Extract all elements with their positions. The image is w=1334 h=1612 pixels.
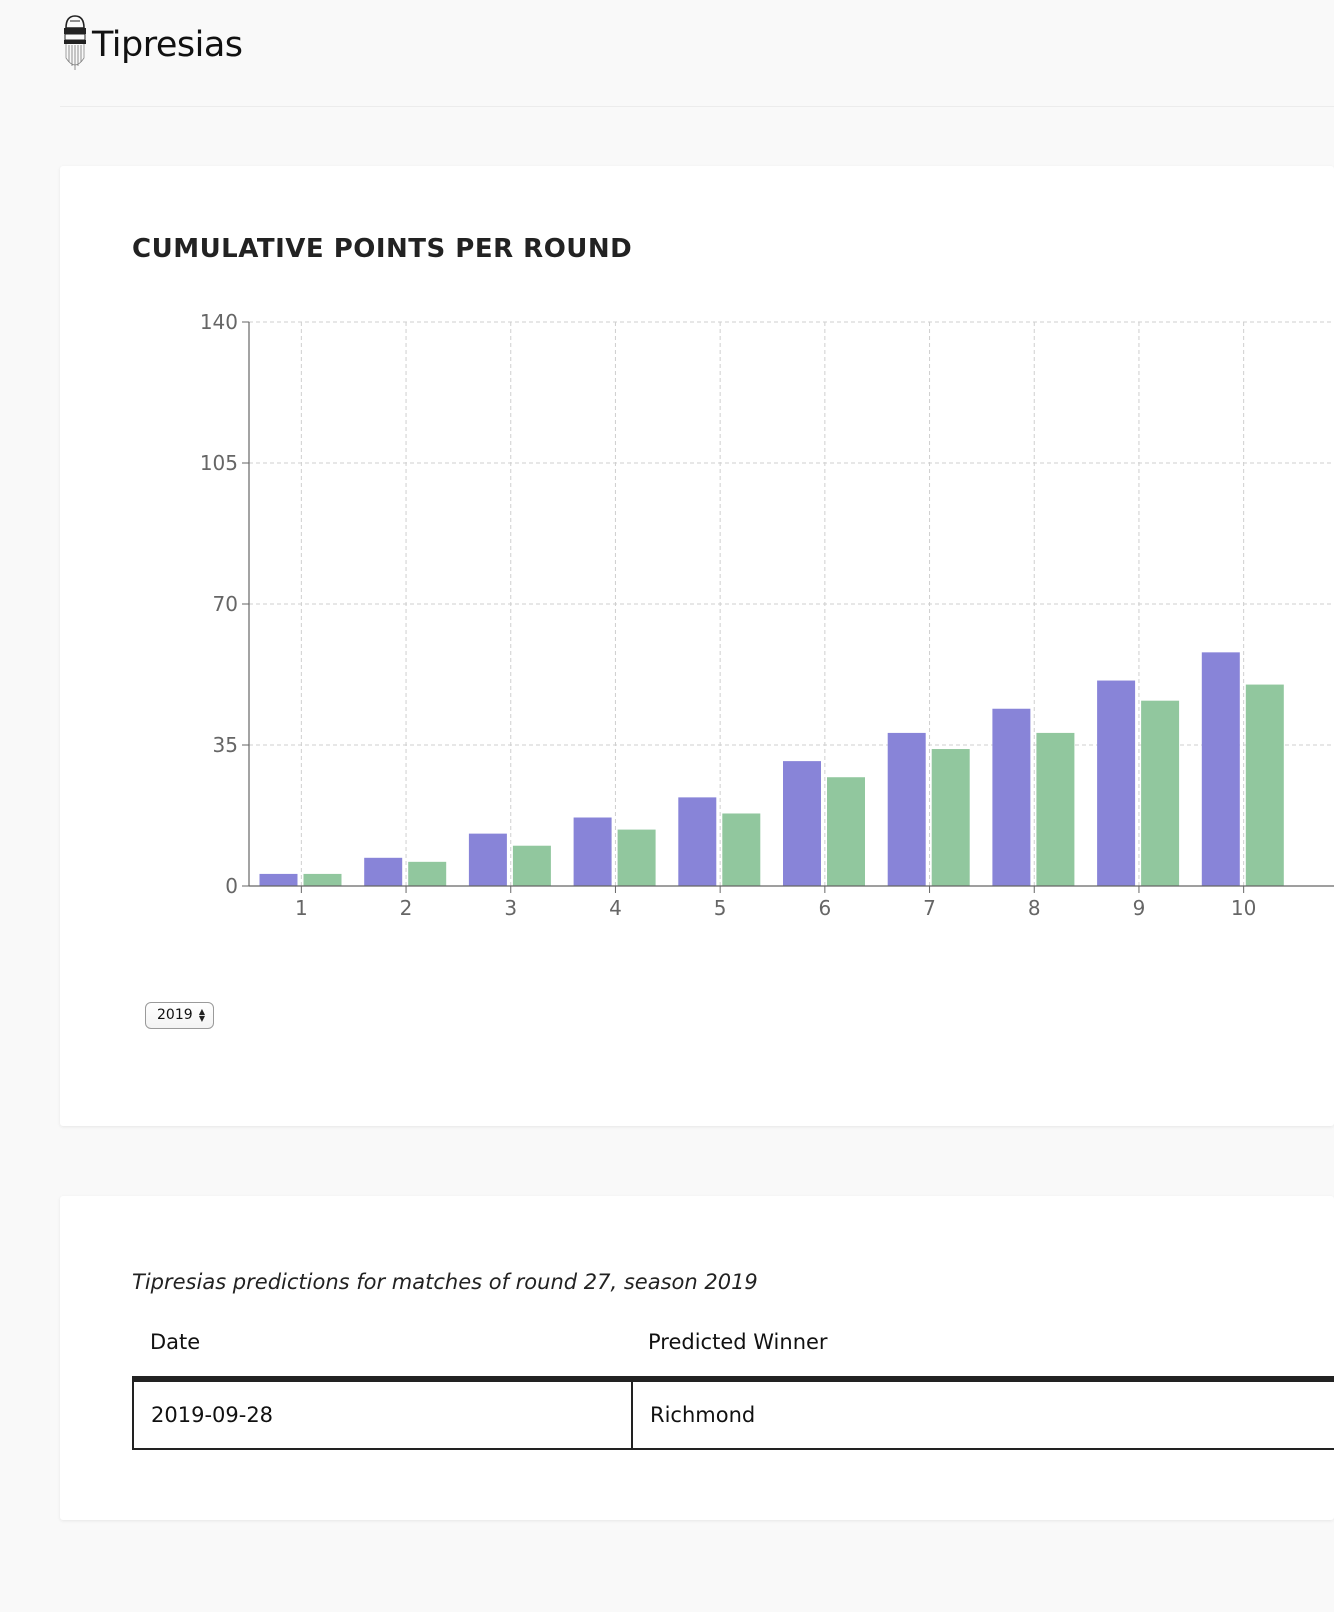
app-header: Tipresias — [60, 0, 1334, 107]
y-tick-label: 35 — [213, 733, 238, 757]
x-tick-label: 7 — [923, 896, 936, 920]
predictions-card: Tipresias predictions for matches of rou… — [60, 1196, 1334, 1520]
column-header-date: Date — [150, 1330, 201, 1354]
chart-card: CUMULATIVE POINTS PER ROUND 0 35 70 105 140 1… — [60, 166, 1334, 1126]
x-tick-label: 8 — [1028, 896, 1041, 920]
x-tick-label: 9 — [1133, 896, 1146, 920]
predictions-caption: Tipresias predictions for matches of rou… — [132, 1270, 758, 1294]
x-tick-label: 2 — [400, 896, 413, 920]
bar-series-1 — [1097, 680, 1136, 886]
predictions-table: 2019-09-28 Richmond — [132, 1376, 1334, 1450]
cell-predicted-winner: Richmond — [650, 1403, 756, 1427]
cumulative-points-chart: 0 35 70 105 140 1 2 3 4 5 6 7 8 9 10 — [200, 310, 1334, 920]
y-tick-label: 70 — [213, 592, 238, 616]
bar-series-2 — [408, 861, 447, 886]
x-tick-label: 6 — [818, 896, 831, 920]
x-tick-label: 1 — [295, 896, 308, 920]
bar-series-1 — [992, 708, 1031, 886]
bar-series-1 — [783, 761, 821, 886]
season-select-value: 2019 — [157, 1007, 193, 1023]
x-tick-label: 10 — [1231, 896, 1256, 920]
bar-series-2 — [931, 749, 970, 886]
bar-series-2 — [1141, 700, 1180, 886]
bar-series-2 — [303, 873, 342, 886]
chart-title: CUMULATIVE POINTS PER ROUND — [132, 234, 633, 264]
cell-divider — [631, 1382, 633, 1448]
updown-arrows-icon: ▲ ▼ — [198, 1007, 205, 1023]
app-title[interactable]: Tipresias — [92, 25, 243, 65]
bar-series-2 — [1245, 684, 1284, 886]
column-header-predicted-winner: Predicted Winner — [648, 1330, 828, 1354]
bar-series-1 — [259, 873, 298, 886]
x-tick-label: 5 — [714, 896, 727, 920]
y-tick-label: 140 — [200, 310, 238, 334]
bar-series-2 — [617, 829, 656, 886]
y-tick-label: 105 — [200, 451, 238, 475]
bar-series-1 — [678, 797, 717, 886]
season-select[interactable]: 2019 ▲ ▼ — [145, 1002, 214, 1029]
cell-date: 2019-09-28 — [151, 1403, 274, 1427]
x-tick-label: 3 — [504, 896, 517, 920]
bust-statue-icon[interactable] — [60, 14, 90, 72]
bar-series-1 — [364, 857, 403, 886]
bar-series-2 — [827, 777, 865, 886]
bar-series-1 — [468, 833, 507, 886]
bar-series-2 — [1036, 732, 1075, 886]
bar-series-2 — [512, 845, 551, 886]
bar-series-2 — [722, 813, 761, 886]
bar-series-1 — [573, 817, 612, 886]
y-tick-label: 0 — [225, 874, 238, 898]
x-tick-label: 4 — [609, 896, 622, 920]
bar-series-1 — [887, 732, 926, 886]
bar-series-1 — [1201, 652, 1240, 886]
